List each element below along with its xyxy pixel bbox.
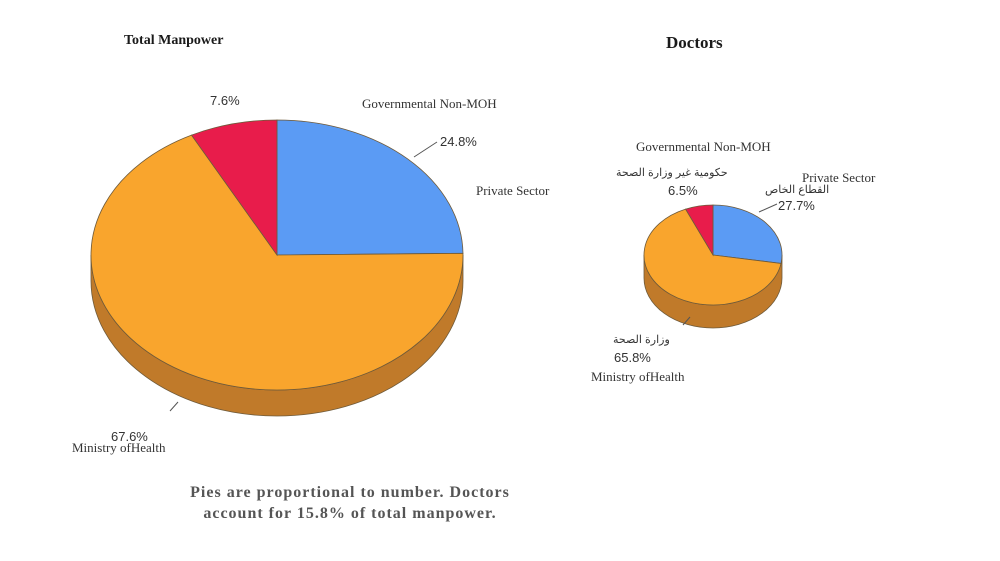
chart-title-doctors: Doctors	[666, 33, 723, 52]
label-gov-name-1: Governmental Non-MOH	[362, 96, 497, 111]
label-private-name-1: Private Sector	[476, 183, 550, 198]
pie1-slice-ministry-of-health	[90, 134, 464, 391]
label-gov-name-2: Governmental Non-MOH	[636, 139, 771, 154]
label-private-arabic-2: القطاع الخاص	[765, 184, 829, 196]
label-moh-pct-1: 67.6%	[111, 429, 148, 444]
label-gov-pct-2: 6.5%	[668, 183, 698, 198]
leader-line-private-1	[413, 141, 438, 158]
chart-title-total-manpower: Total Manpower	[124, 33, 223, 48]
pie1-slice-private-sector	[276, 119, 464, 256]
label-moh-pct-2: 65.8%	[614, 350, 651, 365]
footnote-line-1: Pies are proportional to number. Doctors	[190, 484, 510, 501]
pie2-slice-governmental-non-moh	[684, 204, 714, 257]
label-moh-name-2: Ministry ofHealth	[591, 369, 685, 384]
label-private-pct-1: 24.8%	[440, 134, 477, 149]
pie-total-manpower	[90, 119, 464, 417]
label-gov-pct-1: 7.6%	[210, 93, 240, 108]
label-moh-name-1: Ministry ofHealth	[72, 440, 166, 455]
label-gov-arabic-2: حكومية غير وزارة الصحة	[616, 167, 728, 179]
pie1-slice-governmental-non-moh	[190, 119, 278, 257]
pie-doctors	[643, 204, 783, 329]
footnote-line-2: account for 15.8% of total manpower.	[203, 505, 496, 522]
pie2-slice-private-sector	[712, 204, 783, 264]
pie2-slice-ministry-of-health	[643, 208, 782, 306]
leader-line-private-2	[758, 203, 778, 213]
label-private-pct-2: 27.7%	[778, 198, 815, 213]
leader-line-moh-2	[682, 316, 691, 326]
label-moh-arabic-2: وزارة الصحة	[613, 334, 670, 346]
label-private-name-2: Private Sector	[802, 170, 876, 185]
leader-line-moh-1	[169, 401, 179, 412]
